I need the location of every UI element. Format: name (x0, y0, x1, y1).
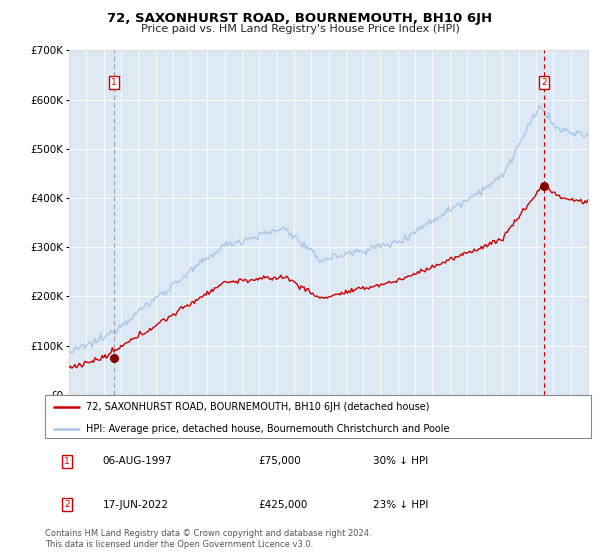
Text: 72, SAXONHURST ROAD, BOURNEMOUTH, BH10 6JH (detached house): 72, SAXONHURST ROAD, BOURNEMOUTH, BH10 6… (86, 402, 430, 412)
Text: 72, SAXONHURST ROAD, BOURNEMOUTH, BH10 6JH: 72, SAXONHURST ROAD, BOURNEMOUTH, BH10 6… (107, 12, 493, 25)
Text: Contains HM Land Registry data © Crown copyright and database right 2024.
This d: Contains HM Land Registry data © Crown c… (45, 529, 371, 549)
Text: 2: 2 (541, 78, 547, 87)
Text: 23% ↓ HPI: 23% ↓ HPI (373, 500, 428, 510)
Text: HPI: Average price, detached house, Bournemouth Christchurch and Poole: HPI: Average price, detached house, Bour… (86, 423, 449, 433)
Text: 1: 1 (111, 78, 116, 87)
Text: 06-AUG-1997: 06-AUG-1997 (103, 456, 172, 466)
Text: 2: 2 (64, 500, 70, 509)
Text: 30% ↓ HPI: 30% ↓ HPI (373, 456, 428, 466)
Text: £75,000: £75,000 (258, 456, 301, 466)
FancyBboxPatch shape (45, 395, 591, 438)
Text: 1: 1 (64, 457, 70, 466)
Text: Price paid vs. HM Land Registry's House Price Index (HPI): Price paid vs. HM Land Registry's House … (140, 24, 460, 34)
Text: £425,000: £425,000 (258, 500, 307, 510)
Text: 17-JUN-2022: 17-JUN-2022 (103, 500, 169, 510)
